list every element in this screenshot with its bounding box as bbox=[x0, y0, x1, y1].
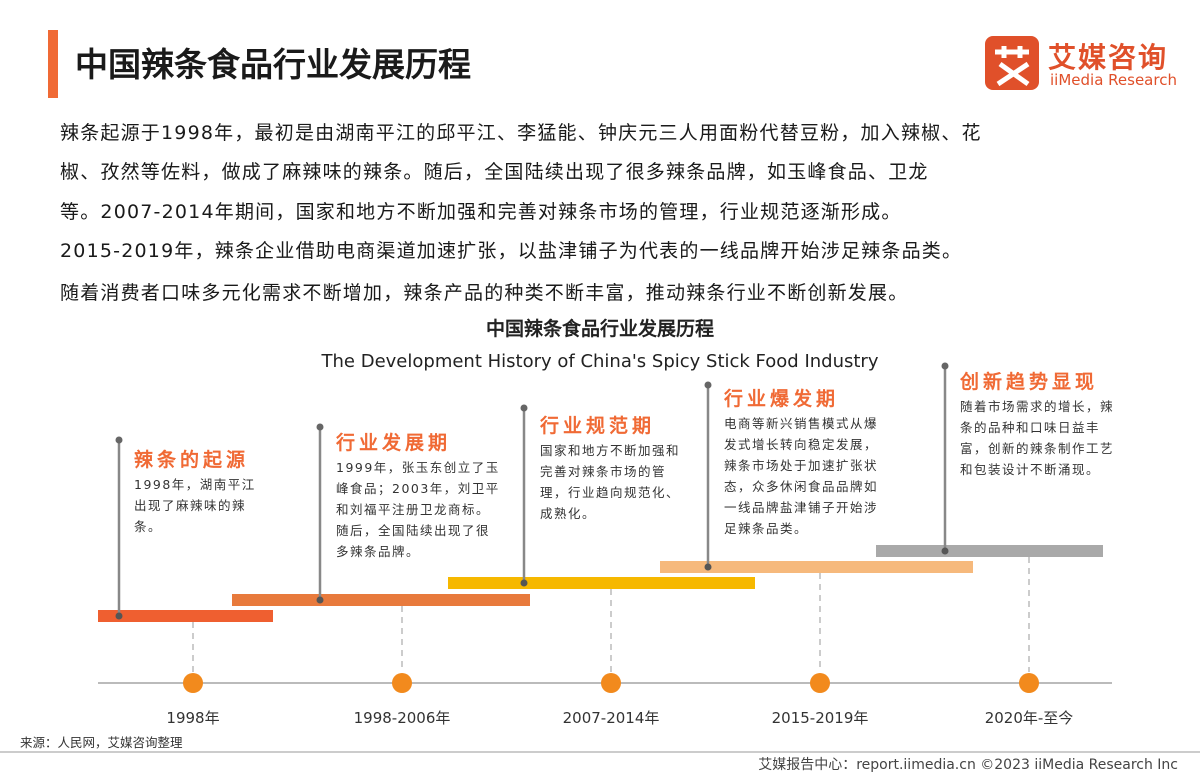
pin-head bbox=[316, 423, 324, 431]
timeline-dot bbox=[392, 673, 412, 693]
pin-head bbox=[941, 362, 949, 370]
period-label: 1998-2006年 bbox=[353, 709, 451, 727]
intro-line: 随着消费者口味多元化需求不断增加，辣条产品的种类不断丰富，推动辣条行业不断创新发… bbox=[60, 282, 909, 304]
timeline-dot bbox=[810, 673, 830, 693]
pin-foot bbox=[704, 563, 712, 571]
stage-text: 国家和地方不断加强和完善对辣条市场的管理，行业趋向规范化、成熟化。 bbox=[540, 443, 681, 521]
stages-graphics bbox=[98, 362, 1103, 693]
stage-text: 1999年，张玉东创立了玉峰食品；2003年，刘卫平和刘福平注册卫龙商标。随后，… bbox=[336, 460, 500, 559]
footer: 艾媒报告中心：report.iimedia.cn ©2023 iiMedia R… bbox=[758, 757, 1178, 773]
intro-line: 2015-2019年，辣条企业借助电商渠道加速扩张，以盐津铺子为代表的一线品牌开… bbox=[60, 240, 963, 262]
pin-foot bbox=[115, 612, 123, 620]
pin-foot bbox=[520, 579, 528, 587]
pin-head bbox=[520, 404, 528, 412]
diagram-title: 中国辣条食品行业发展历程 bbox=[485, 318, 714, 340]
logo-glyph bbox=[995, 46, 1030, 87]
stage-title: 创新趋势显现 bbox=[960, 371, 1099, 393]
period-label: 2015-2019年 bbox=[771, 709, 869, 727]
stage-bar bbox=[232, 594, 530, 606]
pin-foot bbox=[316, 596, 324, 604]
timeline-dot bbox=[1019, 673, 1039, 693]
pin-foot bbox=[941, 547, 949, 555]
stage-bar bbox=[448, 577, 755, 589]
pin-head bbox=[115, 436, 123, 444]
source: 来源：人民网，艾媒咨询整理 bbox=[20, 735, 183, 750]
stage-title: 辣条的起源 bbox=[134, 449, 250, 471]
logo-name: 艾媒咨询 bbox=[1048, 41, 1169, 74]
timeline-dot bbox=[601, 673, 621, 693]
diagram-subtitle: The Development History of China's Spicy… bbox=[321, 351, 879, 372]
stage-text: 随着市场需求的增长，辣条的品种和口味日益丰富，创新的辣条制作工艺和包装设计不断涌… bbox=[960, 399, 1115, 477]
stage-bar bbox=[98, 610, 273, 622]
stage-bar bbox=[660, 561, 973, 573]
logo-icon bbox=[985, 36, 1039, 90]
stage-bar bbox=[876, 545, 1103, 557]
page-title: 中国辣条食品行业发展历程 bbox=[75, 45, 471, 84]
period-label: 2007-2014年 bbox=[562, 709, 660, 727]
logo-sub: iiMedia Research bbox=[1050, 71, 1177, 89]
period-label: 1998年 bbox=[166, 709, 220, 727]
intro-line: 辣条起源于1998年，最初是由湖南平江的邱平江、李猛能、钟庆元三人用面粉代替豆粉… bbox=[60, 122, 982, 144]
stage-text: 1998年，湖南平江出现了麻辣味的辣条。 bbox=[134, 477, 256, 534]
pin-head bbox=[704, 381, 712, 389]
title-accent bbox=[48, 30, 58, 98]
intro-line: 等。2007-2014年期间，国家和地方不断加强和完善对辣条市场的管理，行业规范… bbox=[60, 201, 902, 223]
stage-text: 电商等新兴销售模式从爆发式增长转向稳定发展，辣条市场处于加速扩张状态，众多休闲食… bbox=[724, 416, 879, 536]
timeline-dot bbox=[183, 673, 203, 693]
stage-title: 行业规范期 bbox=[540, 415, 656, 437]
intro-line: 椒、孜然等佐料，做成了麻辣味的辣条。随后，全国陆续出现了很多辣条品牌，如玉峰食品… bbox=[60, 161, 929, 183]
stage-title: 行业爆发期 bbox=[724, 388, 840, 410]
stage-title: 行业发展期 bbox=[336, 432, 452, 454]
period-label: 2020年-至今 bbox=[984, 709, 1074, 727]
